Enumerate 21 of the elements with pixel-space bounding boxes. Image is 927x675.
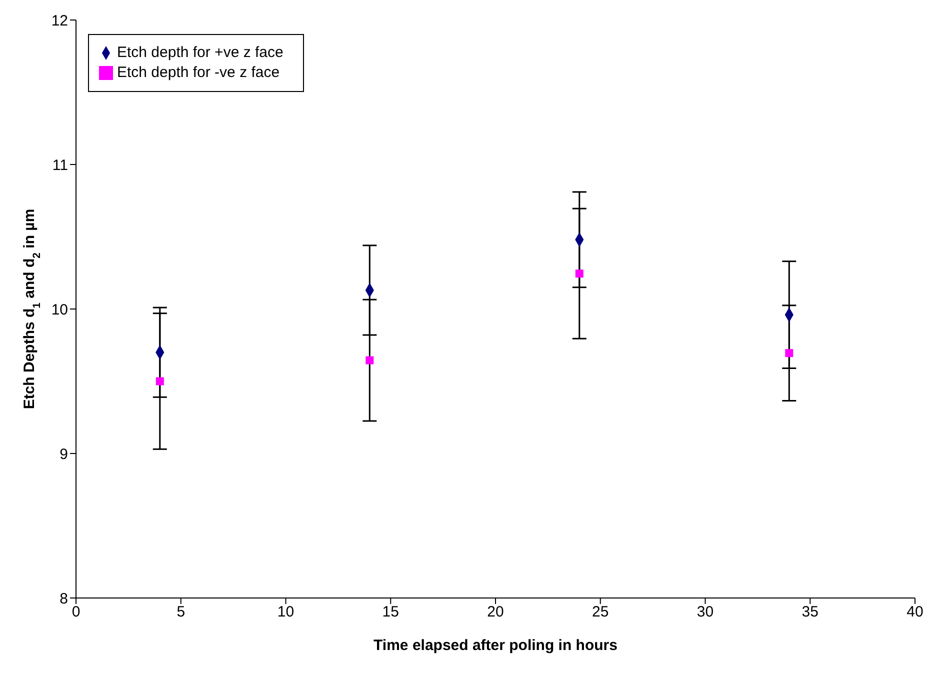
x-tick-label: 10 [277, 604, 294, 621]
point [785, 349, 794, 358]
legend-label: Etch depth for +ve z face [117, 44, 284, 61]
x-tick-label: 15 [382, 604, 399, 621]
x-tick-label: 25 [592, 604, 609, 621]
x-tick-label: 0 [72, 604, 80, 621]
y-tick-label: 11 [52, 156, 68, 174]
point [575, 270, 584, 278]
point [366, 356, 374, 364]
x-tick-label: 40 [906, 604, 924, 621]
point [156, 377, 164, 386]
y-tick-label: 10 [51, 301, 68, 318]
y-tick-label: 8 [60, 590, 68, 608]
y-tick-label: 12 [51, 12, 68, 30]
legend-label: Etch depth for -ve z face [117, 64, 280, 81]
x-tick-label: 20 [487, 604, 504, 621]
y-tick-label: 9 [60, 446, 68, 463]
x-tick-label: 5 [176, 604, 186, 621]
x-axis-title: Time elapsed after poling in hours [374, 637, 618, 654]
x-tick-label: 35 [802, 604, 818, 621]
x-tick-label: 30 [696, 604, 714, 621]
